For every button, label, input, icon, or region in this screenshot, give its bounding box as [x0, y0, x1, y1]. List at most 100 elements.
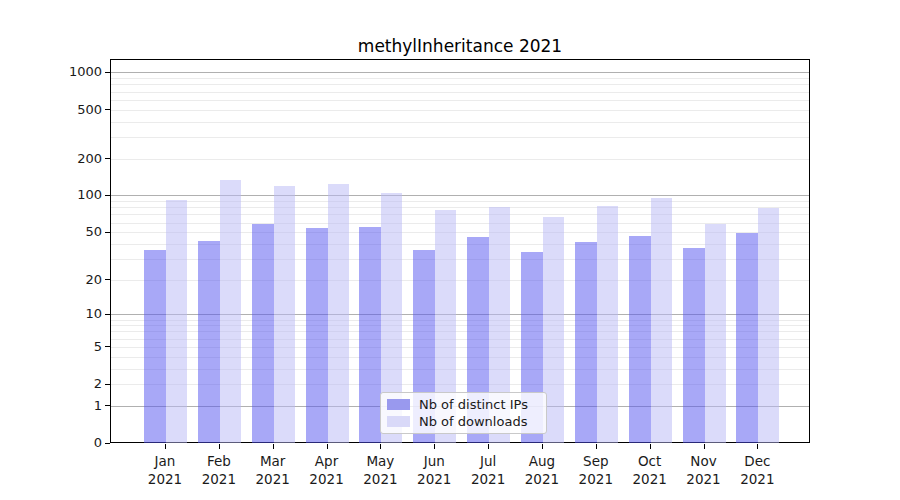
- bar-distinct-ips: [683, 248, 705, 443]
- bar-distinct-ips: [575, 242, 597, 443]
- minor-gridline: [111, 122, 809, 123]
- y-tick-mark: [105, 72, 110, 73]
- x-tick-label: Sep2021: [566, 452, 626, 488]
- x-tick-mark: [704, 444, 705, 449]
- x-tick-mark: [542, 444, 543, 449]
- x-tick-year: 2021: [404, 470, 464, 488]
- major-gridline: [111, 195, 809, 196]
- bar-distinct-ips: [306, 228, 328, 443]
- x-tick-year: 2021: [135, 470, 195, 488]
- x-tick-mark: [757, 444, 758, 449]
- y-tick-label: 20: [0, 272, 102, 288]
- bar-downloads: [758, 208, 779, 443]
- x-tick-month: Nov: [674, 452, 734, 470]
- x-tick-year: 2021: [620, 470, 680, 488]
- x-tick-year: 2021: [727, 470, 787, 488]
- bar-downloads: [705, 224, 726, 443]
- x-tick-year: 2021: [350, 470, 410, 488]
- x-tick-mark: [434, 444, 435, 449]
- x-tick-year: 2021: [566, 470, 626, 488]
- legend-label: Nb of distinct IPs: [419, 397, 528, 412]
- x-tick-month: May: [350, 452, 410, 470]
- x-tick-year: 2021: [458, 470, 518, 488]
- x-tick-label: Jan2021: [135, 452, 195, 488]
- x-tick-label: Oct2021: [620, 452, 680, 488]
- bar-distinct-ips: [736, 233, 758, 443]
- y-tick-mark: [105, 405, 110, 406]
- x-tick-month: Oct: [620, 452, 680, 470]
- y-tick-mark: [105, 279, 110, 280]
- major-gridline: [111, 72, 809, 73]
- x-tick-year: 2021: [297, 470, 357, 488]
- x-tick-mark: [380, 444, 381, 449]
- x-tick-month: Jan: [135, 452, 195, 470]
- y-tick-mark: [105, 314, 110, 315]
- x-tick-mark: [596, 444, 597, 449]
- y-tick-label: 0: [0, 435, 102, 451]
- x-tick-label: Nov2021: [674, 452, 734, 488]
- x-tick-label: Jul2021: [458, 452, 518, 488]
- x-tick-month: Jun: [404, 452, 464, 470]
- bar-distinct-ips: [252, 224, 274, 443]
- y-tick-label: 200: [0, 151, 102, 167]
- minor-gridline: [111, 214, 809, 215]
- bar-distinct-ips: [198, 241, 220, 443]
- x-tick-mark: [650, 444, 651, 449]
- minor-gridline: [111, 137, 809, 138]
- x-tick-label: Aug2021: [512, 452, 572, 488]
- minor-gridline: [111, 110, 809, 111]
- y-tick-label: 500: [0, 102, 102, 118]
- bar-distinct-ips: [144, 250, 166, 443]
- x-tick-year: 2021: [674, 470, 734, 488]
- bar-downloads: [220, 180, 241, 443]
- download-stats-chart: methylInheritance 2021 10005002001005020…: [0, 0, 900, 500]
- x-tick-label: Mar2021: [243, 452, 303, 488]
- y-tick-mark: [105, 232, 110, 233]
- minor-gridline: [111, 100, 809, 101]
- bar-downloads: [166, 200, 187, 443]
- minor-gridline: [111, 84, 809, 85]
- x-tick-year: 2021: [189, 470, 249, 488]
- x-tick-month: Aug: [512, 452, 572, 470]
- legend-label: Nb of downloads: [419, 414, 527, 429]
- y-tick-mark: [105, 443, 110, 444]
- bar-downloads: [328, 184, 349, 443]
- legend: Nb of distinct IPs Nb of downloads: [380, 392, 547, 434]
- x-tick-label: May2021: [350, 452, 410, 488]
- y-tick-label: 10: [0, 306, 102, 322]
- y-tick-label: 5: [0, 339, 102, 355]
- x-tick-mark: [488, 444, 489, 449]
- minor-gridline: [111, 159, 809, 160]
- y-tick-mark: [105, 195, 110, 196]
- x-tick-mark: [219, 444, 220, 449]
- x-tick-label: Feb2021: [189, 452, 249, 488]
- x-tick-month: Jul: [458, 452, 518, 470]
- x-tick-month: Dec: [727, 452, 787, 470]
- minor-gridline: [111, 92, 809, 93]
- bar-downloads: [274, 186, 295, 443]
- bar-distinct-ips: [629, 236, 651, 443]
- y-tick-mark: [105, 158, 110, 159]
- x-tick-label: Jun2021: [404, 452, 464, 488]
- bar-downloads: [597, 206, 618, 443]
- x-tick-label: Dec2021: [727, 452, 787, 488]
- y-tick-mark: [105, 346, 110, 347]
- y-tick-label: 1: [0, 398, 102, 414]
- y-tick-label: 2: [0, 376, 102, 392]
- x-tick-month: Sep: [566, 452, 626, 470]
- x-tick-mark: [165, 444, 166, 449]
- x-tick-mark: [273, 444, 274, 449]
- bar-distinct-ips: [359, 227, 381, 443]
- x-tick-month: Apr: [297, 452, 357, 470]
- legend-entry: Nb of distinct IPs: [387, 397, 546, 412]
- bar-downloads: [651, 198, 672, 443]
- x-tick-year: 2021: [243, 470, 303, 488]
- x-tick-month: Mar: [243, 452, 303, 470]
- y-tick-label: 50: [0, 224, 102, 240]
- x-tick-label: Apr2021: [297, 452, 357, 488]
- minor-gridline: [111, 207, 809, 208]
- minor-gridline: [111, 201, 809, 202]
- x-tick-mark: [327, 444, 328, 449]
- legend-swatch: [387, 416, 410, 427]
- y-tick-mark: [105, 109, 110, 110]
